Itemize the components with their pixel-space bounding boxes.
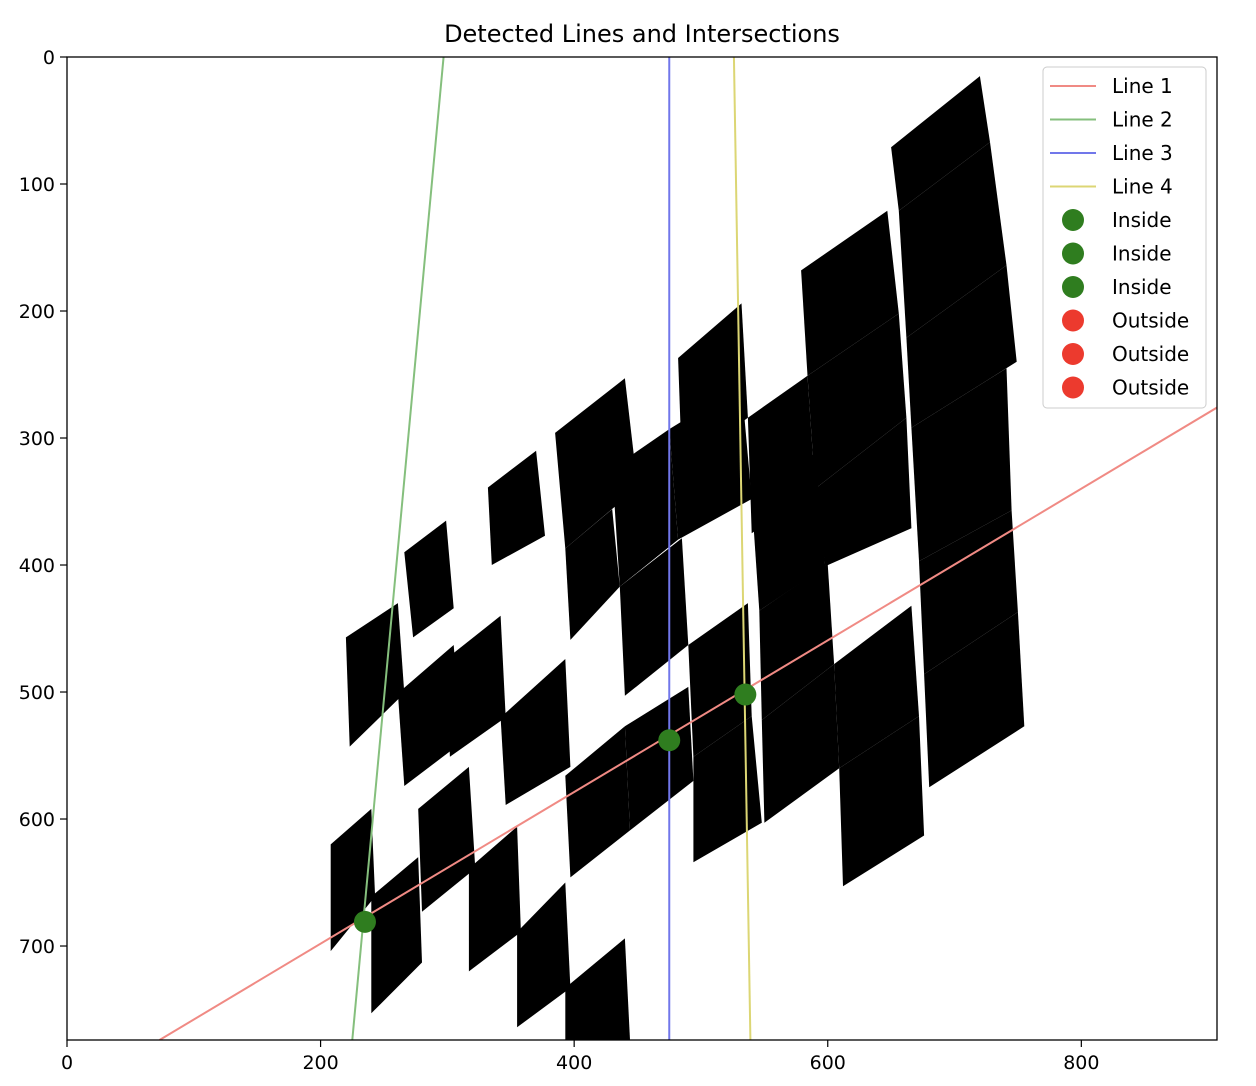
checker-square (624, 686, 694, 831)
intersection-points (353, 683, 757, 933)
checker-square (565, 938, 630, 1040)
y-tick-label: 600 (19, 809, 55, 831)
x-tick-label: 400 (556, 1052, 592, 1074)
checker-square (555, 378, 638, 549)
legend-label: Inside (1112, 242, 1172, 266)
intersection-point (734, 683, 757, 706)
checker-square (898, 142, 1007, 338)
checker-square (446, 615, 506, 757)
plot-area (67, 57, 1217, 1040)
legend-marker-swatch (1062, 242, 1084, 265)
legend-label: Line 3 (1112, 141, 1173, 165)
checker-square (371, 857, 422, 1014)
checker-square (891, 76, 990, 211)
y-tick-label: 500 (19, 682, 55, 704)
x-tick-label: 200 (302, 1052, 338, 1074)
checker-square (919, 510, 1018, 675)
checker-square (815, 417, 912, 567)
x-tick-label: 800 (1063, 1052, 1099, 1074)
checker-square (839, 716, 925, 887)
checker-square (669, 384, 752, 540)
intersection-point (658, 729, 681, 752)
checker-square (751, 453, 826, 611)
y-tick-label: 0 (43, 47, 55, 69)
checker-square (906, 265, 1017, 428)
checker-square (761, 664, 840, 823)
x-tick-label: 600 (810, 1052, 846, 1074)
legend-marker-swatch (1062, 343, 1084, 365)
y-tick-label: 700 (19, 936, 55, 958)
plot-frame (66, 56, 1218, 1041)
legend-label: Line 2 (1112, 108, 1173, 132)
legend-label: Outside (1112, 309, 1189, 333)
checker-square (330, 808, 376, 952)
checker-square (517, 882, 571, 1028)
checker-square (500, 659, 571, 805)
checker-square (565, 509, 620, 640)
legend-label: Outside (1112, 342, 1189, 366)
legend: Line 1 Line 2 Line 3 Line 4 Inside Inside Insi… (1042, 66, 1207, 409)
checker-square (565, 726, 630, 878)
legend-marker-swatch (1062, 309, 1084, 332)
legend-marker-swatch (1062, 209, 1084, 231)
legend-label: Inside (1112, 208, 1172, 232)
y-tick-label: 200 (19, 301, 55, 323)
series-line (351, 57, 445, 1040)
legend-label: Line 1 (1112, 74, 1173, 98)
y-tick-label: 100 (19, 174, 55, 196)
checker-square (924, 612, 1025, 788)
checker-square (911, 368, 1012, 562)
checker-square (759, 563, 835, 720)
intersection-point (353, 910, 376, 933)
y-tick-label: 400 (19, 555, 55, 577)
checker-square (418, 766, 476, 912)
y-axis: 0 100 200 300 400 500 600 700 (19, 47, 67, 958)
legend-label: Outside (1112, 376, 1189, 400)
detected-lines (159, 57, 1217, 1040)
checker-square (612, 429, 679, 587)
series-line (159, 406, 1217, 1040)
x-tick-label: 0 (61, 1052, 73, 1074)
checker-square (807, 313, 907, 489)
series-line (732, 57, 752, 1040)
chart-title: Detected Lines and Intersections (444, 20, 840, 48)
checker-square (834, 605, 919, 769)
checker-square (397, 645, 462, 786)
legend-marker-swatch (1062, 376, 1084, 399)
legend-label: Line 4 (1112, 175, 1173, 199)
checker-square (619, 538, 689, 696)
checkerboard-image (67, 57, 1217, 1040)
y-tick-label: 300 (19, 428, 55, 450)
legend-marker-swatch (1062, 276, 1084, 298)
checker-square (487, 450, 545, 565)
x-axis: 0 200 400 600 800 (61, 1040, 1099, 1074)
legend-label: Inside (1112, 275, 1172, 299)
checker-square (468, 826, 521, 972)
checker-square (801, 210, 899, 376)
checker-square (404, 520, 454, 638)
checker-square (688, 603, 752, 757)
